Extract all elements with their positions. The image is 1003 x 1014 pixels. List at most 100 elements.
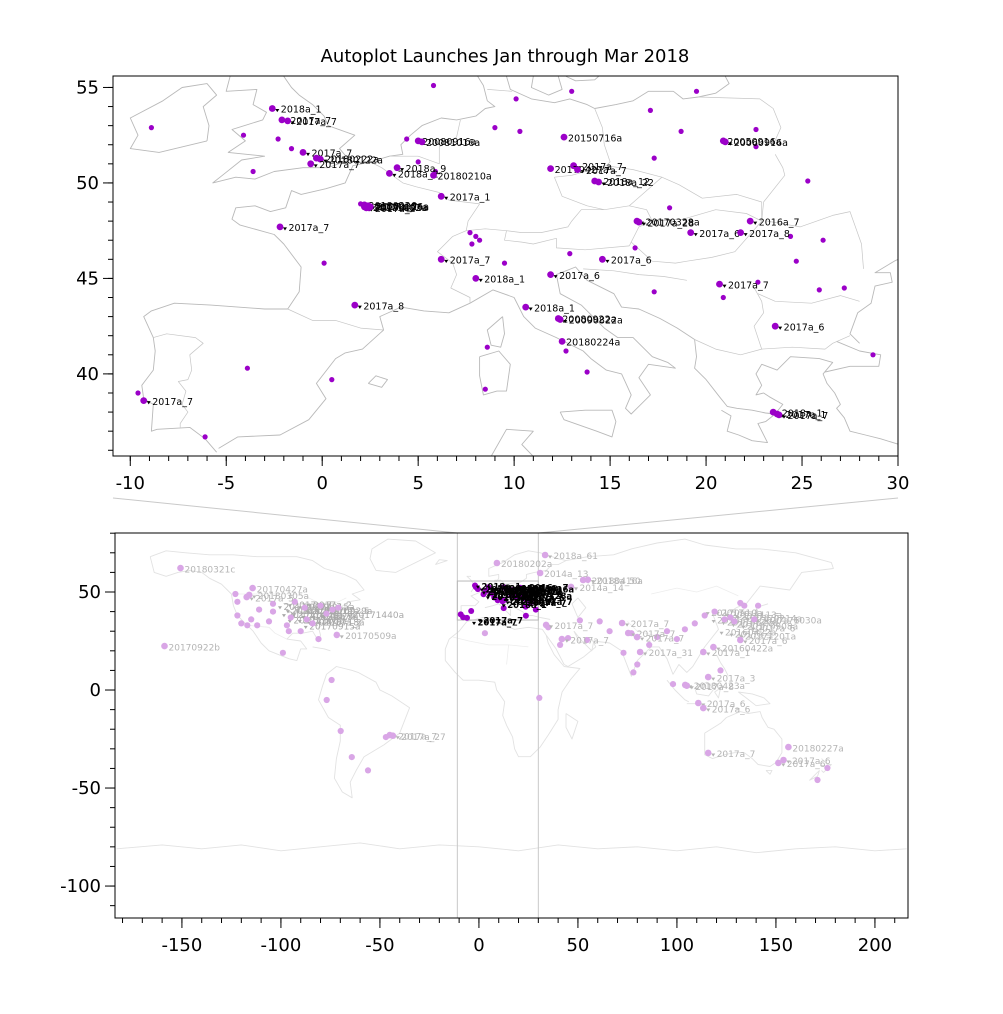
label-pointer-icon: [711, 677, 716, 681]
coastline: [233, 593, 347, 607]
label-pointer-icon: [743, 640, 748, 644]
label-pointer-icon: [711, 619, 716, 624]
point-label: 2017a_7: [631, 620, 670, 630]
point-label: 20180210a: [438, 171, 492, 182]
data-point: [404, 136, 410, 142]
data-point: [328, 676, 335, 684]
data-point: [721, 138, 729, 146]
point-label: 2017a_7: [312, 149, 353, 160]
plot-area[interactable]: [113, 76, 898, 456]
data-point: [268, 105, 276, 112]
x-axis-tick-label: 100: [660, 935, 694, 956]
data-point: [500, 605, 507, 612]
point-label: 20171113a: [731, 611, 782, 621]
data-point: [177, 564, 184, 572]
data-point: [574, 166, 581, 174]
coastline: [506, 76, 730, 109]
coastline: [153, 333, 204, 428]
label-pointer-icon: [444, 259, 449, 264]
coastline: [661, 176, 763, 222]
data-point: [501, 596, 508, 603]
label-pointer-icon: [716, 647, 721, 651]
point-label: 2017a_6: [761, 617, 800, 627]
data-point: [275, 136, 281, 142]
coastline: [630, 220, 762, 264]
label-pointer-icon: [491, 587, 496, 592]
point-label: 2017a_7: [788, 411, 829, 422]
label-pointer-icon: [722, 284, 727, 288]
label-pointer-icon: [477, 619, 482, 623]
point-label: 2018a_1: [481, 582, 521, 592]
data-point: [820, 237, 826, 243]
coastline: [437, 230, 471, 304]
label-pointer-icon: [631, 633, 636, 637]
data-point: [596, 618, 603, 625]
data-point: [633, 633, 641, 641]
data-point: [669, 681, 677, 688]
data-point: [691, 620, 698, 627]
data-point: [522, 603, 529, 610]
x-axis-tick-label: -5: [217, 473, 235, 494]
point-label: 20170929a: [321, 607, 372, 617]
data-point: [307, 160, 315, 168]
point-label: 20180305a: [258, 592, 309, 602]
data-point: [321, 260, 327, 266]
zoom-region-box[interactable]: [456, 580, 539, 621]
zoom-connector-lines: [112, 497, 899, 534]
data-point: [467, 230, 473, 236]
label-pointer-icon: [706, 708, 711, 712]
europe-map-plot[interactable]: 2018a_12017a_72017a_72017a_720180222a201…: [76, 75, 909, 494]
label-pointer-icon: [528, 307, 533, 311]
data-point: [297, 628, 304, 635]
label-pointer-icon: [781, 763, 786, 767]
world-overview-plot[interactable]: 20170509b2017a_720171215a2017a_22018a_12…: [60, 532, 909, 956]
y-axis-tick-label: -100: [60, 876, 101, 897]
point-label: 2017a_7: [485, 585, 525, 595]
point-label: 2017a_5: [741, 613, 780, 623]
data-point: [415, 159, 421, 165]
label-pointer-icon: [493, 594, 498, 598]
data-point: [630, 669, 637, 676]
label-pointer-icon: [501, 604, 506, 608]
label-pointer-icon: [731, 623, 736, 628]
y-axis-tick-label: 40: [76, 364, 99, 385]
point-label: 20170509b: [283, 603, 335, 613]
coastline: [466, 228, 630, 251]
data-point: [793, 258, 799, 264]
coastline: [490, 428, 534, 456]
point-label: 20170915a: [309, 623, 360, 633]
data-point: [517, 128, 523, 134]
data-point: [737, 599, 744, 607]
point-label: 20171108a: [293, 617, 344, 627]
data-point: [249, 584, 256, 592]
point-label: 2017a_6: [787, 760, 826, 770]
coastline: [821, 758, 832, 773]
data-point: [269, 600, 277, 607]
coastline: [479, 350, 511, 396]
data-point: [584, 576, 592, 583]
coastline: [565, 76, 599, 82]
point-label: 2017a_6: [757, 624, 796, 634]
data-point: [460, 614, 467, 621]
data-point: [700, 648, 707, 656]
point-label: 2017a_1: [735, 630, 774, 640]
point-label: 2018a_9: [406, 164, 447, 175]
data-point: [329, 606, 336, 613]
data-point: [278, 116, 286, 124]
point-label: 20050916a: [727, 137, 781, 148]
point-label: 20170509a: [345, 632, 396, 642]
point-label: 2014a_13: [544, 570, 588, 580]
point-label: 2017a_8: [523, 590, 563, 600]
label-pointer-icon: [146, 401, 151, 405]
coastline: [594, 108, 611, 166]
coastline: [761, 154, 786, 222]
label-pointer-icon: [519, 597, 524, 601]
label-pointer-icon: [290, 121, 295, 125]
point-label: 20171440a: [353, 611, 404, 621]
data-point: [753, 144, 759, 150]
data-point: [202, 434, 208, 440]
data-point: [737, 636, 744, 644]
label-pointer-icon: [711, 753, 716, 757]
data-point: [755, 602, 762, 609]
data-point: [646, 641, 653, 649]
